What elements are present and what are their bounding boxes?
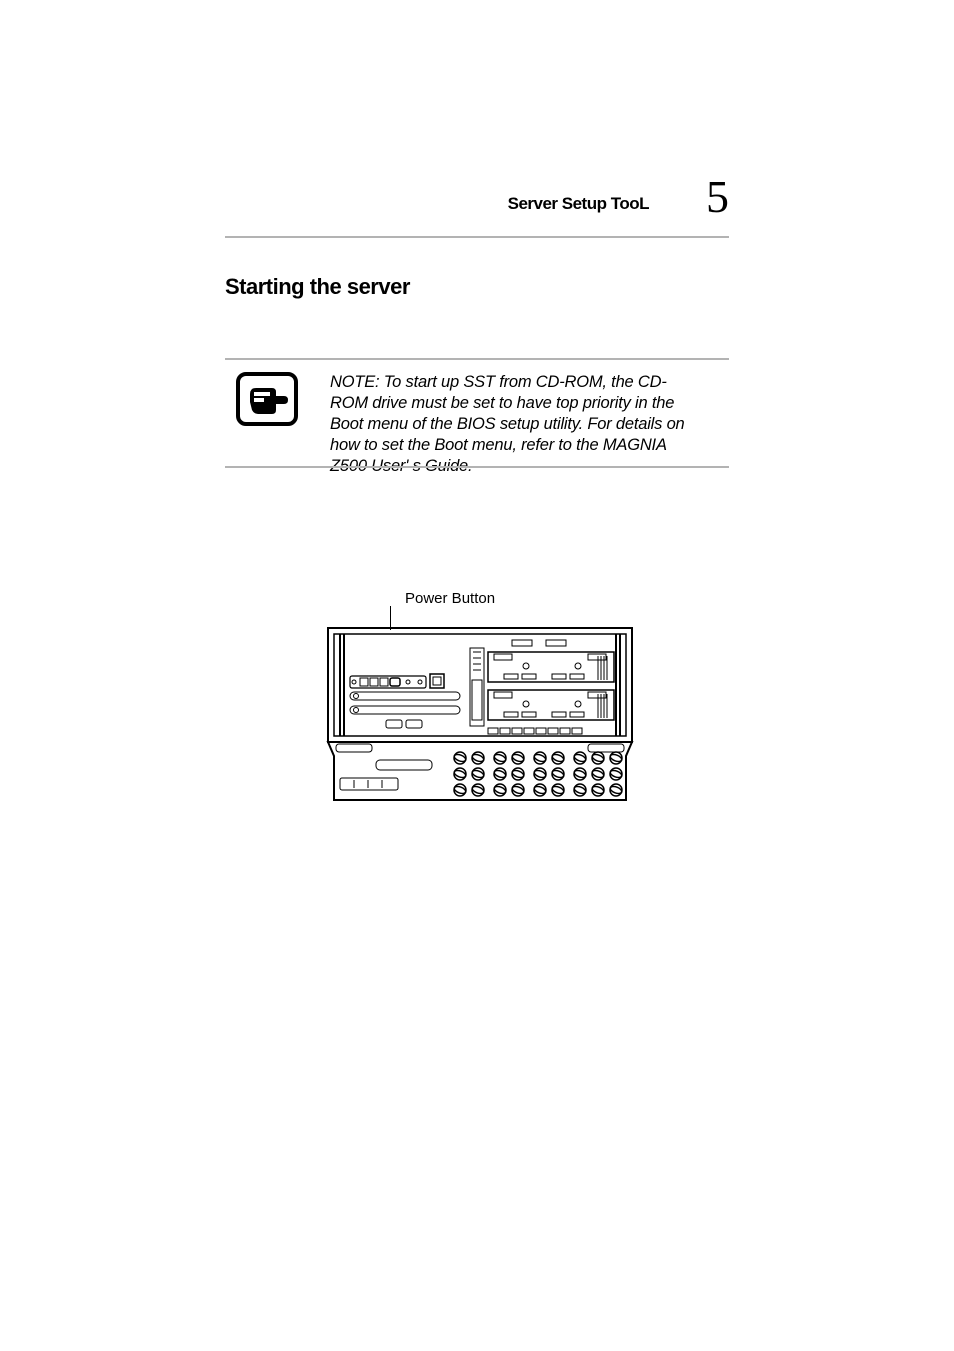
page-header: Server Setup TooL 5 <box>225 176 729 238</box>
note-text: NOTE: To start up SST from CD-ROM, the C… <box>330 372 700 478</box>
page-number: 5 <box>706 170 729 223</box>
note-rule-top <box>225 358 729 360</box>
note-rule-bottom <box>225 466 729 468</box>
server-diagram <box>326 620 634 808</box>
note-icon <box>236 372 298 426</box>
figure-label: Power Button <box>405 590 495 607</box>
header-title: Server Setup TooL <box>508 194 649 214</box>
section-heading: Starting the server <box>225 274 410 300</box>
document-page: Server Setup TooL 5 Starting the server … <box>0 0 954 1351</box>
